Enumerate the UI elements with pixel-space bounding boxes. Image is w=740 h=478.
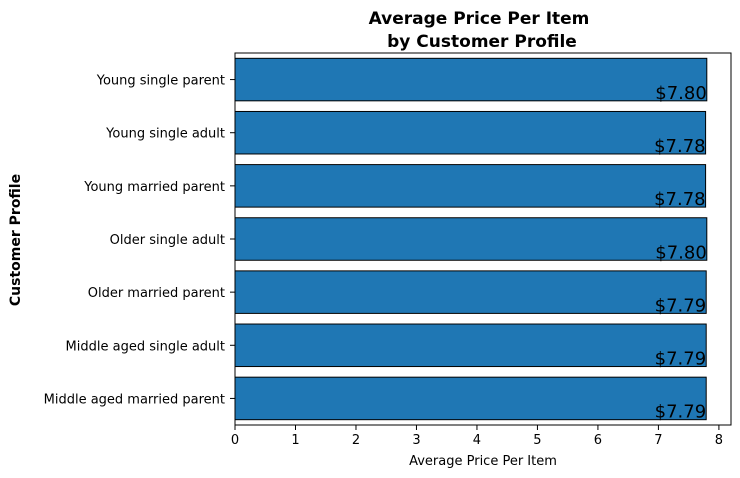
bars-group bbox=[234, 57, 708, 421]
chart-title-line-2: by Customer Profile bbox=[387, 32, 577, 52]
bar-7 bbox=[234, 376, 707, 421]
chart-title-line-1: Average Price Per Item bbox=[369, 9, 590, 29]
x-tick-label: 4 bbox=[473, 433, 481, 448]
x-tick-label: 2 bbox=[352, 433, 360, 448]
y-tick-label: Middle aged married parent bbox=[44, 392, 225, 407]
x-axis-title: Average Price Per Item bbox=[409, 454, 557, 469]
data-label: $7.80 bbox=[655, 242, 707, 263]
bar-1 bbox=[234, 57, 708, 102]
bar-5 bbox=[234, 270, 707, 314]
data-label: $7.78 bbox=[654, 136, 706, 157]
y-axis-title: Customer Profile bbox=[8, 174, 24, 306]
data-label: $7.79 bbox=[655, 295, 707, 316]
x-tick-label: 3 bbox=[412, 433, 420, 448]
y-tick-label: Older single adult bbox=[110, 233, 225, 248]
y-tick-label: Older married parent bbox=[88, 286, 225, 301]
bar-3 bbox=[234, 164, 707, 208]
x-tick-label: 5 bbox=[533, 433, 541, 448]
y-tick-label: Young single adult bbox=[105, 127, 225, 142]
x-tick-label: 1 bbox=[291, 433, 299, 448]
y-tick-label: Young single parent bbox=[96, 74, 225, 89]
y-tick-labels: Young single parent Young single adult You… bbox=[44, 74, 235, 407]
x-tick-label: 6 bbox=[594, 433, 602, 448]
x-ticks: 0 1 2 3 4 5 6 7 8 bbox=[231, 425, 723, 448]
data-label: $7.79 bbox=[655, 402, 707, 423]
bar-6 bbox=[234, 323, 707, 368]
data-label: $7.78 bbox=[654, 189, 706, 210]
bar-4 bbox=[234, 217, 708, 261]
x-tick-label: 8 bbox=[715, 433, 723, 448]
plot-area-frame bbox=[234, 52, 732, 426]
data-labels: $7.80 $7.78 $7.78 $7.80 $7.79 $7.79 $7.79 bbox=[654, 83, 707, 423]
y-tick-label: Young married parent bbox=[83, 180, 225, 195]
x-tick-label: 7 bbox=[654, 433, 662, 448]
data-label: $7.79 bbox=[655, 349, 707, 370]
x-tick-label: 0 bbox=[231, 433, 239, 448]
bar-2 bbox=[234, 110, 707, 155]
y-tick-label: Middle aged single adult bbox=[66, 339, 225, 354]
data-label: $7.80 bbox=[655, 83, 707, 104]
